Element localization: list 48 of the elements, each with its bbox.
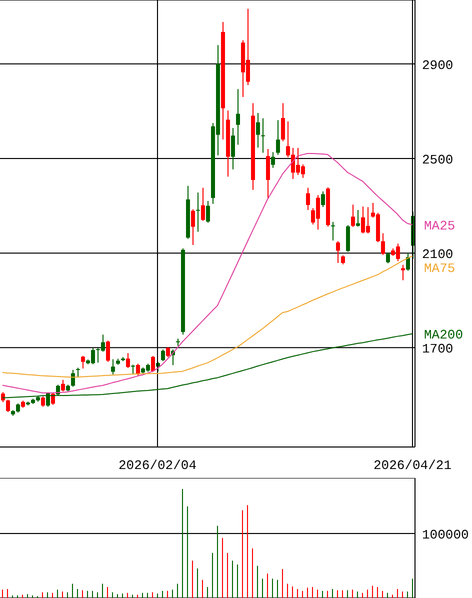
candlestick bbox=[6, 399, 10, 412]
candlestick bbox=[151, 355, 155, 373]
y-tick-label: 2900 bbox=[422, 58, 454, 73]
candlestick bbox=[406, 252, 410, 272]
candlestick bbox=[351, 204, 355, 228]
candlestick bbox=[106, 340, 110, 362]
candlestick bbox=[401, 264, 405, 281]
y-tick-label: 2100 bbox=[422, 247, 454, 262]
candlestick bbox=[76, 367, 80, 378]
candlestick bbox=[356, 210, 360, 228]
candlestick bbox=[281, 102, 285, 142]
candlestick bbox=[176, 338, 180, 347]
candlestick bbox=[71, 369, 75, 388]
candlestick bbox=[191, 208, 195, 246]
candlestick bbox=[61, 379, 65, 392]
candlestick bbox=[256, 112, 260, 148]
y-tick-label: 2500 bbox=[422, 152, 454, 168]
candlestick bbox=[321, 190, 325, 208]
series-label: MA25 bbox=[424, 218, 456, 234]
candlestick bbox=[201, 187, 205, 222]
x-tick-label: 2026/02/04 bbox=[118, 458, 197, 473]
candlestick bbox=[271, 152, 275, 168]
candlestick bbox=[276, 120, 280, 156]
candlestick bbox=[196, 192, 200, 232]
candlestick bbox=[126, 352, 130, 369]
series-label: MA75 bbox=[424, 261, 456, 276]
candlestick bbox=[266, 148, 270, 198]
candlestick bbox=[166, 346, 170, 358]
line-series bbox=[2, 152, 413, 394]
candlestick bbox=[136, 363, 140, 376]
x-tick-label: 2026/04/21 bbox=[373, 458, 452, 473]
candlestick bbox=[386, 252, 390, 264]
candlestick bbox=[381, 232, 385, 256]
candlestick bbox=[331, 221, 335, 242]
candlestick bbox=[131, 364, 135, 375]
candlestick bbox=[261, 118, 265, 154]
y-tick-label: 1700 bbox=[422, 342, 454, 357]
candlestick bbox=[231, 127, 235, 170]
candlestick bbox=[206, 200, 210, 224]
y-tick-label: 100000 bbox=[422, 527, 469, 542]
candlestick bbox=[306, 187, 310, 211]
candlestick bbox=[236, 88, 240, 146]
candlestick bbox=[81, 355, 85, 369]
candlestick bbox=[41, 396, 45, 408]
series-label: MA200 bbox=[424, 328, 464, 343]
candlestick bbox=[161, 349, 165, 362]
candlestick bbox=[111, 358, 115, 375]
candlestick bbox=[336, 240, 340, 264]
